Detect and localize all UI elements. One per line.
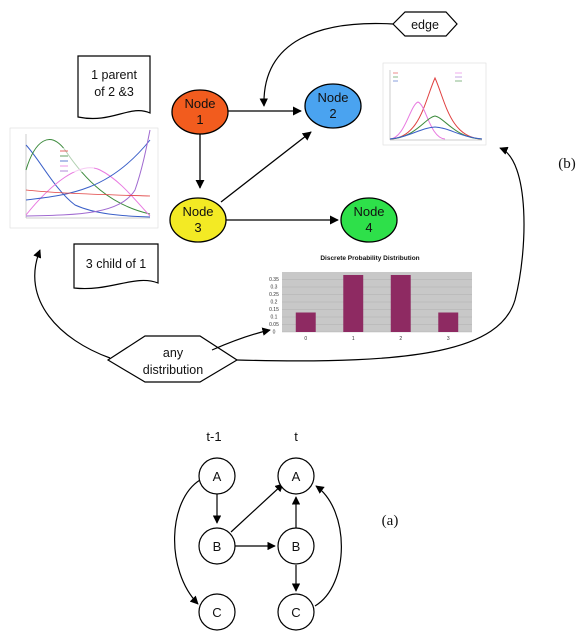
dbn-node-curr-c-label: C [291, 605, 300, 620]
panel-label-a: (a) [382, 513, 399, 529]
bn-node-2-line1: Node [317, 90, 348, 105]
bar-chart-bar [295, 312, 316, 332]
gaussian-distribution-chart [382, 62, 487, 146]
bar-chart-bar [390, 275, 411, 332]
note-child: 3 child of 1 [73, 243, 159, 290]
any-to-left-chart-arrow [33, 249, 111, 359]
bn-node-4-line2: 4 [365, 220, 372, 235]
bar-chart-ytick-label: 0.2 [271, 300, 278, 306]
bar-chart-xtick-label: 3 [447, 336, 450, 342]
dbn-node-curr-b-label: B [292, 539, 301, 554]
bar-chart-bar [438, 312, 459, 332]
bar-chart-ytick-label: 0.1 [271, 315, 278, 321]
edge-callout-arrow [259, 22, 394, 107]
bn-node-4-line1: Node [353, 204, 384, 219]
dbn-col-curr-label: t [294, 429, 298, 444]
edge-callout: edge [392, 11, 458, 37]
dbn-node-prev-c-label: C [212, 605, 221, 620]
bn-node-2: Node 2 [304, 83, 362, 129]
dbn-edge-currC-currA [314, 485, 342, 607]
dbn-node-prev-a-label: A [213, 469, 222, 484]
dbn-node-curr-b: B [277, 527, 315, 565]
bar-chart-xtick-label: 1 [352, 336, 355, 342]
bar-chart-ytick-label: 0.35 [269, 277, 279, 283]
bar-chart-ytick-label: 0.05 [269, 322, 279, 328]
dbn-node-curr-a: A [277, 457, 315, 495]
dbn-col-prev-label: t-1 [206, 429, 221, 444]
dbn-node-curr-c: C [277, 593, 315, 631]
bn-node-1-line1: Node [184, 96, 215, 111]
note-parent: 1 parent of 2 &3 [77, 55, 151, 120]
dbn-node-curr-a-label: A [292, 469, 301, 484]
bar-chart-title: Discrete Probability Distribution [320, 255, 419, 262]
bn-node-4: Node 4 [340, 197, 398, 243]
any-to-bar-chart-arrow [211, 327, 271, 351]
bar-chart-ytick-label: 0 [273, 330, 276, 336]
bar-chart-xtick-label: 2 [399, 336, 402, 342]
dbn-node-prev-b-label: B [213, 539, 222, 554]
bar-chart-ytick-label: 0.15 [269, 307, 279, 313]
continuous-distribution-chart [9, 127, 159, 229]
bar-chart-ytick-label: 0.25 [269, 292, 279, 298]
any-distribution-callout: any distribution [106, 335, 239, 383]
bar-chart-xtick-label: 0 [304, 336, 307, 342]
edge-callout-text: edge [411, 18, 439, 32]
bn-node-2-line2: 2 [329, 106, 336, 121]
dbn-node-prev-b: B [198, 527, 236, 565]
bar-chart-ytick-label: 0.3 [271, 285, 278, 291]
dbn-edge-prevB-currA [230, 483, 284, 533]
note-parent-line2: of 2 &3 [94, 85, 134, 99]
bn-node-1-line2: 1 [196, 112, 203, 127]
any-distribution-line2: distribution [143, 363, 203, 377]
dbn-edge-prevA-prevC [174, 479, 201, 605]
bar-chart-bar [343, 275, 364, 332]
discrete-distribution-chart: Discrete Probability Distribution 0.35 0.… [269, 255, 472, 342]
panel-label-b: (b) [558, 156, 576, 172]
dbn-node-prev-a: A [198, 457, 236, 495]
any-distribution-line1: any [163, 346, 184, 360]
bn-node-3-line1: Node [182, 204, 213, 219]
note-child-text: 3 child of 1 [86, 257, 147, 271]
bn-node-3: Node 3 [169, 197, 227, 243]
dbn-node-prev-c: C [198, 593, 236, 631]
any-to-right-chart-arrow [236, 146, 525, 362]
note-parent-line1: 1 parent [91, 68, 137, 82]
bn-node-1: Node 1 [171, 89, 229, 135]
edge-n3-n2 [220, 131, 312, 203]
bn-node-3-line2: 3 [194, 220, 201, 235]
